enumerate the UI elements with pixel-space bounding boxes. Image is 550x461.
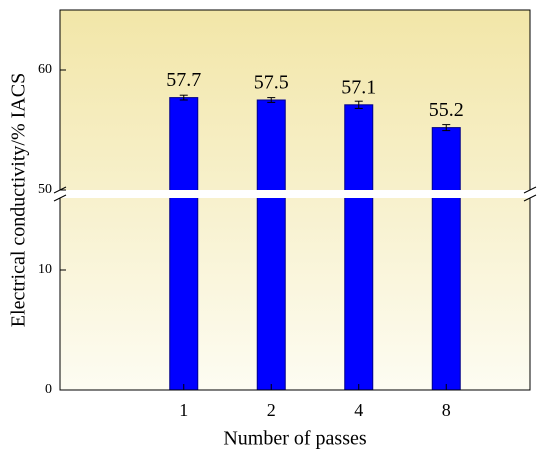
- value-label: 57.5: [254, 72, 289, 94]
- marks: [169, 97, 461, 391]
- axis-break: [53, 186, 537, 202]
- bar: [431, 127, 461, 391]
- value-label: 55.2: [429, 99, 464, 121]
- x-tick-label: 1: [179, 400, 188, 420]
- value-label: 57.1: [341, 76, 376, 98]
- value-label: 57.7: [166, 69, 201, 91]
- y-tick-label: 60: [38, 62, 52, 77]
- y-tick-label: 50: [38, 182, 52, 197]
- x-tick-label: 4: [354, 400, 363, 420]
- bar: [169, 97, 199, 391]
- y-axis-label: Electrical conductivity/% IACS: [8, 73, 30, 327]
- bar: [256, 99, 286, 391]
- plot-frame: [59, 9, 531, 391]
- x-tick-label: 2: [267, 400, 276, 420]
- x-axis-label: Number of passes: [223, 428, 367, 450]
- y-tick-label: 10: [38, 262, 52, 277]
- y-tick-label: 0: [45, 382, 52, 397]
- bar: [344, 104, 374, 391]
- x-tick-label: 8: [442, 400, 451, 420]
